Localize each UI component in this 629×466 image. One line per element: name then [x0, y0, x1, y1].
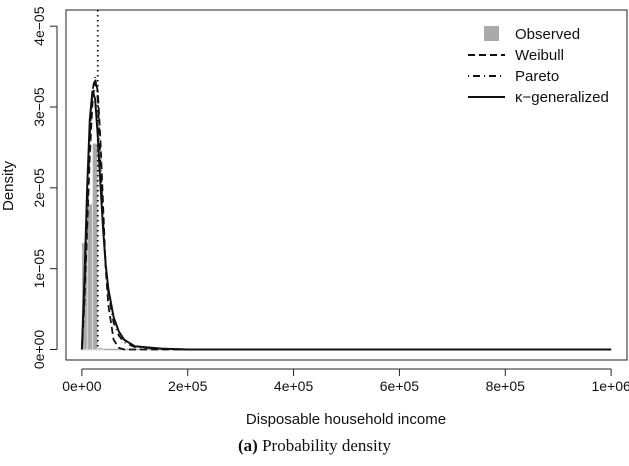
- fitted-curves: [80, 10, 612, 351]
- legend-label-3: κ−generalized: [515, 89, 609, 106]
- observed-histogram: [81, 143, 522, 351]
- y-tick-label-0: 0e+00: [31, 330, 47, 370]
- y-tick-label-3: 3e−05: [31, 87, 47, 127]
- legend: Observed Weibull Pareto κ−generalized: [468, 26, 609, 106]
- x-axis-label: Disposable household income: [246, 411, 446, 428]
- x-tick-label-1: 2e+05: [168, 378, 208, 394]
- y-tick-label-1: 1e−05: [31, 249, 47, 289]
- x-tick-label-0: 0e+00: [62, 378, 102, 394]
- legend-label-2: Pareto: [515, 68, 559, 85]
- series-line-1: [80, 76, 612, 351]
- x-tick-label-3: 6e+05: [380, 378, 420, 394]
- series-line-0: [80, 80, 612, 351]
- x-tick-label-4: 8e+05: [486, 378, 526, 394]
- axes: 0e+00 2e+05 4e+05 6e+05 8e+05 1e+06 0e+00 1e−05…: [31, 6, 629, 394]
- plot-border: [65, 9, 628, 361]
- series-line-2: [80, 90, 612, 351]
- y-tick-label-2: 2e−05: [31, 168, 47, 208]
- y-axis-label: Density: [0, 160, 17, 211]
- y-tick-label-4: 4e−05: [31, 6, 47, 46]
- legend-swatch-0: [484, 26, 499, 41]
- legend-label-0: Observed: [515, 26, 580, 43]
- caption-letter: (a): [238, 436, 258, 455]
- figure-caption: (a) Probability density: [0, 436, 629, 456]
- density-chart: 0e+00 2e+05 4e+05 6e+05 8e+05 1e+06 0e+00 1e−05…: [0, 6, 629, 428]
- x-tick-label-2: 4e+05: [274, 378, 314, 394]
- histogram-bar-3: [97, 347, 104, 350]
- legend-label-1: Weibull: [515, 47, 564, 64]
- plot-area: [65, 9, 628, 361]
- caption-text: Probability density: [262, 436, 391, 455]
- x-tick-label-5: 1e+06: [591, 378, 629, 394]
